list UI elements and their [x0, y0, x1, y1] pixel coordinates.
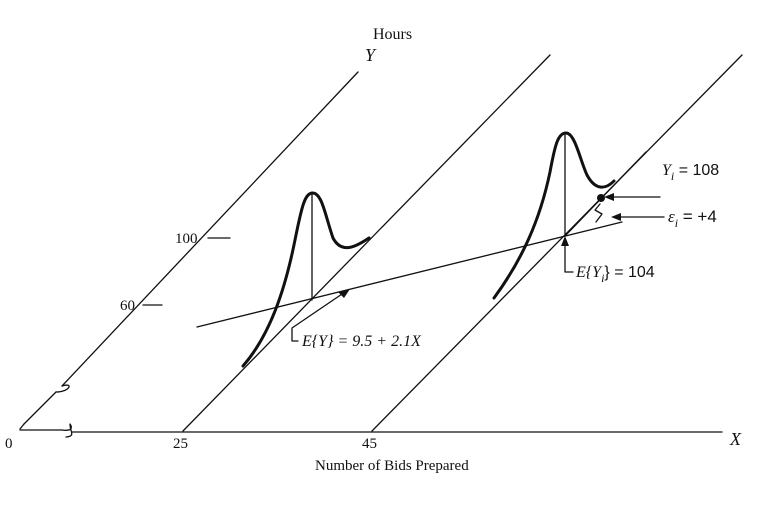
- mean-subscript: i: [601, 271, 604, 285]
- y-tick-label-60: 60: [120, 298, 135, 314]
- guide-line: [564, 151, 647, 237]
- regression-equation-lhs: E{Y} = 9.5 + 2.1: [301, 333, 411, 350]
- plane-line-x45: [371, 54, 743, 432]
- mean-value-label: E{Yi} = 104: [575, 264, 655, 285]
- observed-rhs: = 108: [674, 162, 719, 179]
- observed-subscript: i: [671, 169, 674, 183]
- error-symbol: ε: [668, 207, 675, 226]
- regression-equation-var: X: [410, 333, 422, 350]
- observed-value-label: Yi = 108: [662, 162, 719, 183]
- error-value-label: εi = +4: [668, 207, 717, 230]
- arrow-error: [611, 213, 665, 221]
- distribution-curve-x25: [241, 191, 371, 368]
- arrow-observed: [604, 193, 661, 201]
- chart-title: Hours: [373, 26, 412, 43]
- mean-rhs: } = 104: [604, 264, 654, 281]
- x-tick-label-25: 25: [173, 436, 188, 452]
- error-rhs: = +4: [678, 207, 717, 226]
- regression-equation: E{Y} = 9.5 + 2.1X: [301, 333, 422, 350]
- arrow-mean: [561, 236, 574, 273]
- y-axis: [19, 71, 359, 430]
- x-tick-label-0: 0: [5, 436, 13, 452]
- distribution-curve-x45: [492, 131, 616, 300]
- plane-line-x25: [182, 54, 551, 432]
- y-tick-label-100: 100: [175, 231, 198, 247]
- error-bracket: [594, 203, 603, 223]
- x-tick-label-45: 45: [362, 436, 377, 452]
- regression-line: [196, 221, 623, 328]
- observed-symbol: Y: [662, 162, 673, 179]
- x-axis-label: Number of Bids Prepared: [315, 458, 469, 474]
- error-subscript: i: [675, 216, 678, 230]
- x-axis-letter: X: [729, 429, 742, 449]
- arrow-regression: [291, 289, 350, 342]
- mean-lead: E{Y: [575, 264, 603, 281]
- y-axis-letter: Y: [365, 45, 377, 65]
- x-axis: [19, 423, 723, 438]
